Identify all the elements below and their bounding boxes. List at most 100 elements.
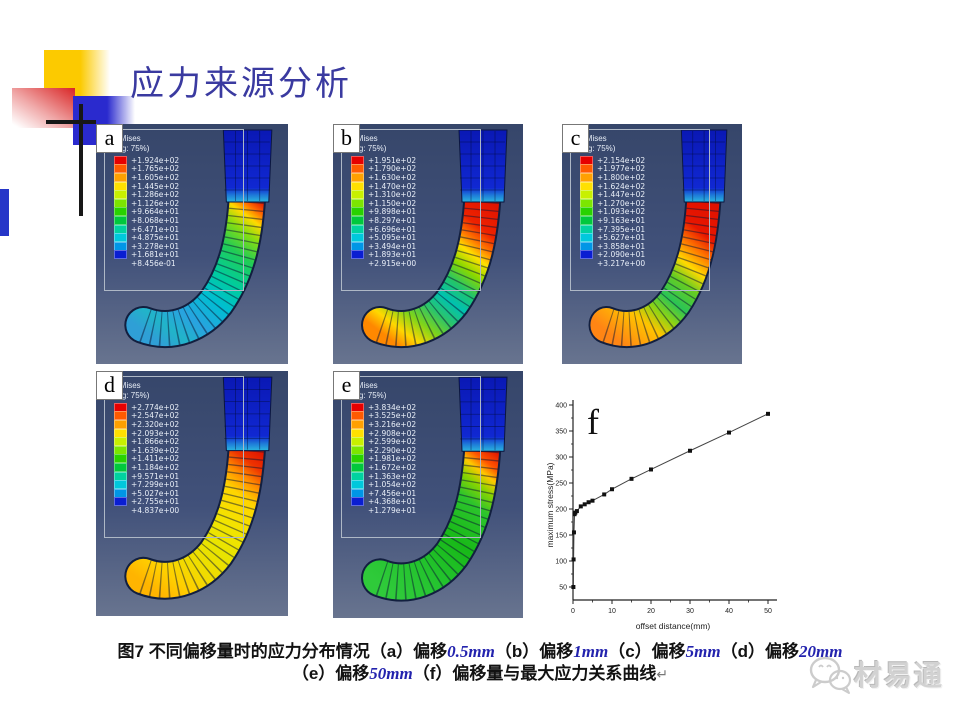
legend-entry: +5.027e+01 [114, 488, 243, 498]
legend-swatch [114, 480, 127, 490]
legend-value: +1.605e+02 [131, 172, 180, 182]
legend-swatch [580, 172, 593, 182]
legend-value: +1.093e+02 [597, 207, 646, 217]
legend-entry: +1.054e+02 [351, 480, 480, 490]
legend-value: +6.696e+01 [368, 224, 417, 234]
legend-value: +3.217e+00 [597, 258, 646, 268]
caption-segment: 20mm [799, 642, 843, 661]
legend-value: +3.858e+01 [597, 241, 646, 251]
legend-value: +1.765e+02 [131, 164, 180, 174]
legend-entry: +1.279e+01 [351, 506, 480, 515]
legend-swatch [114, 207, 127, 217]
legend-swatch [114, 497, 127, 507]
legend-swatch [351, 215, 364, 225]
stress-offset-chart: 50 100 150 200 250 300 350 400 0 10 20 30 40 50 offset… [545, 380, 795, 640]
legend-value: +7.395e+01 [597, 224, 646, 234]
legend-value: +1.054e+02 [368, 480, 417, 490]
legend-swatch [580, 181, 593, 191]
legend-swatch [351, 445, 364, 455]
legend-value: +1.126e+02 [131, 198, 180, 208]
legend-entry: +5.627e+01 [580, 233, 709, 243]
legend-entry: +2.547e+02 [114, 411, 243, 421]
decorative-edge-strip [0, 189, 9, 236]
legend-entry: +3.217e+00 [580, 259, 709, 268]
panel-label-c: c [562, 124, 589, 153]
legend-swatch [351, 233, 364, 243]
legend-title: S, Mises [110, 381, 141, 390]
legend-swatch [114, 190, 127, 200]
legend-subtitle: (Avg: 75%) [347, 391, 387, 400]
legend-entry: +9.898e+01 [351, 207, 480, 217]
legend-swatch [580, 164, 593, 174]
legend-entry: +1.681e+01 [114, 250, 243, 260]
legend-title: S, Mises [347, 134, 378, 143]
legend-swatch [351, 462, 364, 472]
legend-value: +2.290e+02 [368, 445, 417, 455]
legend-value: +2.547e+02 [131, 411, 180, 421]
legend-value: +8.068e+01 [131, 215, 180, 225]
fea-panel-e: S, Mises (Avg: 75%) +3.834e+02 +3.525e+02 +3… [333, 371, 523, 618]
svg-text:50: 50 [559, 584, 567, 591]
legend-value: +1.411e+02 [131, 454, 180, 464]
legend-value: +1.624e+02 [597, 181, 646, 191]
caption-segment: ↵ [656, 666, 669, 682]
legend-swatch [114, 215, 127, 225]
legend-value: +4.368e+01 [368, 497, 417, 507]
chart-ylabel: maximum stress(MPa) [545, 462, 555, 547]
legend-value: +1.639e+02 [131, 445, 180, 455]
legend-value: +8.456e-01 [131, 258, 176, 268]
legend-value: +5.627e+01 [597, 233, 646, 243]
legend-entry: +2.599e+02 [351, 437, 480, 447]
legend-entry: +1.363e+02 [351, 471, 480, 481]
legend-value: +6.471e+01 [131, 224, 180, 234]
legend-entry: +8.068e+01 [114, 215, 243, 225]
legend-value: +2.090e+01 [597, 250, 646, 260]
svg-text:10: 10 [608, 608, 616, 615]
legend-title: S, Mises [110, 134, 141, 143]
legend-swatch [351, 411, 364, 421]
legend-entry: +2.093e+02 [114, 428, 243, 438]
caption-segment: 50mm [369, 664, 413, 683]
legend-value: +9.571e+01 [131, 471, 180, 481]
legend-entry: +4.875e+01 [114, 233, 243, 243]
legend-value: +3.525e+02 [368, 411, 417, 421]
legend-swatch [114, 411, 127, 421]
colorbar-legend: S, Mises (Avg: 75%) +1.951e+02 +1.790e+02 +1… [341, 129, 481, 291]
legend-entry: +1.977e+02 [580, 164, 709, 174]
legend-entry: +3.834e+02 [351, 402, 480, 412]
colorbar-legend: S, Mises (Avg: 75%) +1.924e+02 +1.765e+02 +1… [104, 129, 244, 291]
legend-value: +9.898e+01 [368, 207, 417, 217]
panel-label-d: d [96, 371, 123, 400]
caption-segment: 0.5mm [447, 642, 495, 661]
legend-entry: +3.494e+01 [351, 241, 480, 251]
legend-entry: +1.310e+02 [351, 190, 480, 200]
legend-swatch [351, 419, 364, 429]
legend-value: +1.363e+02 [368, 471, 417, 481]
legend-value: +1.630e+02 [368, 172, 417, 182]
legend-swatch [351, 241, 364, 251]
legend-swatch [351, 172, 364, 182]
legend-subtitle: (Avg: 75%) [347, 144, 387, 153]
chart-figure: 50 100 150 200 250 300 350 400 0 10 20 30 40 50 offset… [545, 400, 777, 631]
fea-panel-d: S, Mises (Avg: 75%) +2.774e+02 +2.547e+02 +2… [96, 371, 288, 616]
legend-swatch [351, 198, 364, 208]
legend-value: +1.270e+02 [597, 198, 646, 208]
caption-segment: （f）偏移量与最大应力关系曲线 [412, 664, 657, 683]
legend-entry: +7.395e+01 [580, 224, 709, 234]
svg-text:50: 50 [764, 608, 772, 615]
legend-entry: +1.639e+02 [114, 445, 243, 455]
legend-swatch [580, 241, 593, 251]
legend-swatch [351, 164, 364, 174]
svg-text:30: 30 [686, 608, 694, 615]
legend-value: +1.800e+02 [597, 172, 646, 182]
legend-entry: +1.800e+02 [580, 172, 709, 182]
legend-entry: +2.320e+02 [114, 419, 243, 429]
legend-swatch [351, 454, 364, 464]
legend-value: +1.286e+02 [131, 190, 180, 200]
legend-value: +1.279e+01 [368, 505, 417, 515]
stress-pipe-figure [588, 129, 728, 348]
legend-entry: +1.184e+02 [114, 462, 243, 472]
fea-panel-c: S, Mises (Avg: 75%) +2.154e+02 +1.977e+02 +1… [562, 124, 742, 364]
legend-entry: +1.470e+02 [351, 181, 480, 191]
legend-swatch [114, 172, 127, 182]
